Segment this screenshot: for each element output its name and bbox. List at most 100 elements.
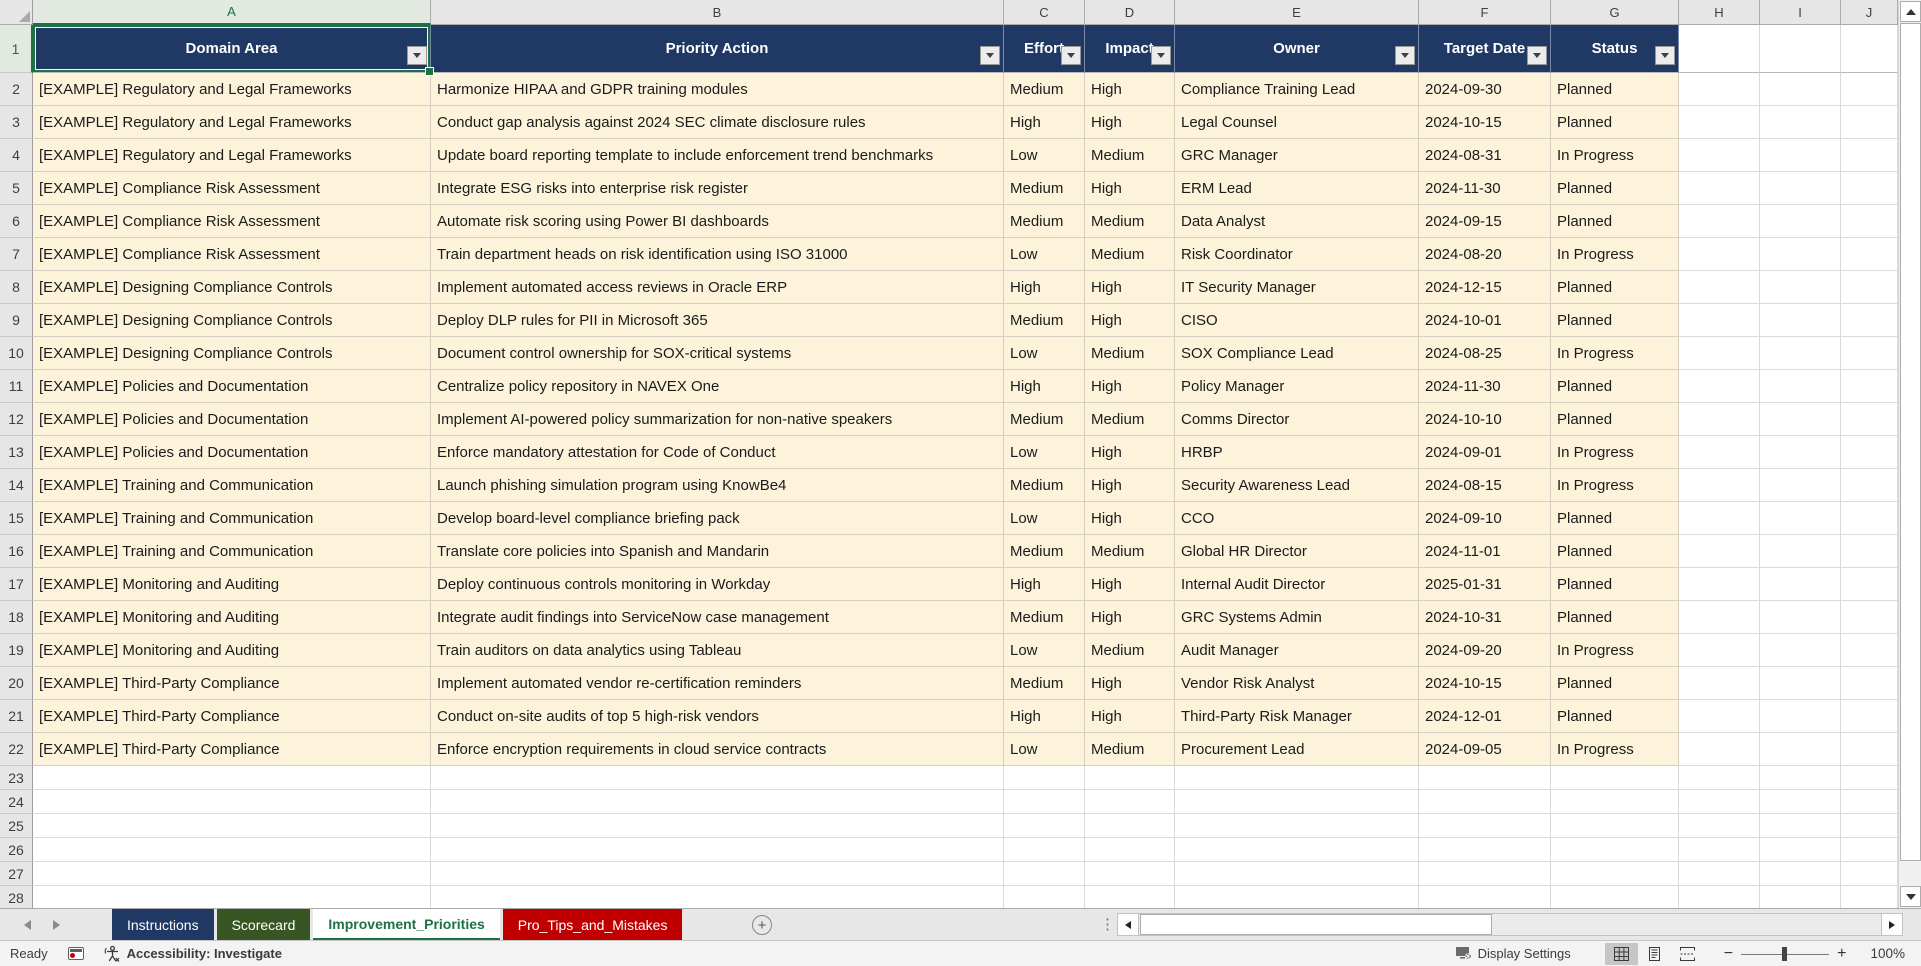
- cell-E11[interactable]: Policy Manager: [1175, 370, 1419, 403]
- cell-A21[interactable]: [EXAMPLE] Third-Party Compliance: [33, 700, 431, 733]
- cell-J21[interactable]: [1841, 700, 1898, 733]
- cell-G12[interactable]: Planned: [1551, 403, 1679, 436]
- row-header-9[interactable]: 9: [0, 304, 33, 337]
- cell-C18[interactable]: Medium: [1004, 601, 1085, 634]
- cell-F1[interactable]: Target Date: [1419, 25, 1551, 73]
- cell-B28[interactable]: [431, 886, 1004, 908]
- cell-C19[interactable]: Low: [1004, 634, 1085, 667]
- cell-J20[interactable]: [1841, 667, 1898, 700]
- cell-D28[interactable]: [1085, 886, 1175, 908]
- cell-F7[interactable]: 2024-08-20: [1419, 238, 1551, 271]
- filter-dropdown-status[interactable]: [1655, 46, 1675, 65]
- cell-I17[interactable]: [1760, 568, 1841, 601]
- cell-D14[interactable]: High: [1085, 469, 1175, 502]
- cell-F13[interactable]: 2024-09-01: [1419, 436, 1551, 469]
- cell-A16[interactable]: [EXAMPLE] Training and Communication: [33, 535, 431, 568]
- column-header-D[interactable]: D: [1085, 0, 1175, 25]
- column-header-B[interactable]: B: [431, 0, 1004, 25]
- cell-G11[interactable]: Planned: [1551, 370, 1679, 403]
- cell-G26[interactable]: [1551, 838, 1679, 862]
- cell-C26[interactable]: [1004, 838, 1085, 862]
- cell-D27[interactable]: [1085, 862, 1175, 886]
- cell-G21[interactable]: Planned: [1551, 700, 1679, 733]
- cell-B21[interactable]: Conduct on-site audits of top 5 high-ris…: [431, 700, 1004, 733]
- cell-G25[interactable]: [1551, 814, 1679, 838]
- row-header-23[interactable]: 23: [0, 766, 33, 790]
- cell-G3[interactable]: Planned: [1551, 106, 1679, 139]
- cell-J9[interactable]: [1841, 304, 1898, 337]
- cell-A27[interactable]: [33, 862, 431, 886]
- row-header-13[interactable]: 13: [0, 436, 33, 469]
- cell-J15[interactable]: [1841, 502, 1898, 535]
- select-all-corner[interactable]: [0, 0, 33, 25]
- cell-F5[interactable]: 2024-11-30: [1419, 172, 1551, 205]
- cell-B13[interactable]: Enforce mandatory attestation for Code o…: [431, 436, 1004, 469]
- cell-E18[interactable]: GRC Systems Admin: [1175, 601, 1419, 634]
- row-header-6[interactable]: 6: [0, 205, 33, 238]
- cell-B14[interactable]: Launch phishing simulation program using…: [431, 469, 1004, 502]
- cell-A1[interactable]: Domain Area: [33, 25, 434, 76]
- cell-F8[interactable]: 2024-12-15: [1419, 271, 1551, 304]
- cell-G27[interactable]: [1551, 862, 1679, 886]
- cell-F9[interactable]: 2024-10-01: [1419, 304, 1551, 337]
- cell-E20[interactable]: Vendor Risk Analyst: [1175, 667, 1419, 700]
- cell-C4[interactable]: Low: [1004, 139, 1085, 172]
- cell-G20[interactable]: Planned: [1551, 667, 1679, 700]
- cell-I13[interactable]: [1760, 436, 1841, 469]
- row-header-10[interactable]: 10: [0, 337, 33, 370]
- cell-D22[interactable]: Medium: [1085, 733, 1175, 766]
- cell-F17[interactable]: 2025-01-31: [1419, 568, 1551, 601]
- row-header-19[interactable]: 19: [0, 634, 33, 667]
- filter-dropdown-owner[interactable]: [1395, 46, 1415, 65]
- cell-H13[interactable]: [1679, 436, 1760, 469]
- cell-D10[interactable]: Medium: [1085, 337, 1175, 370]
- cell-I7[interactable]: [1760, 238, 1841, 271]
- cell-J2[interactable]: [1841, 73, 1898, 106]
- cell-F20[interactable]: 2024-10-15: [1419, 667, 1551, 700]
- cell-E10[interactable]: SOX Compliance Lead: [1175, 337, 1419, 370]
- cell-F21[interactable]: 2024-12-01: [1419, 700, 1551, 733]
- cell-G14[interactable]: In Progress: [1551, 469, 1679, 502]
- cell-A26[interactable]: [33, 838, 431, 862]
- cell-E15[interactable]: CCO: [1175, 502, 1419, 535]
- tab-strip-resize-handle[interactable]: ⋮: [1100, 916, 1115, 933]
- cell-H22[interactable]: [1679, 733, 1760, 766]
- zoom-slider-thumb[interactable]: [1782, 946, 1788, 961]
- cell-I18[interactable]: [1760, 601, 1841, 634]
- cell-J10[interactable]: [1841, 337, 1898, 370]
- cell-H20[interactable]: [1679, 667, 1760, 700]
- cell-J13[interactable]: [1841, 436, 1898, 469]
- page-break-preview-button[interactable]: [1671, 943, 1704, 965]
- cell-A5[interactable]: [EXAMPLE] Compliance Risk Assessment: [33, 172, 431, 205]
- cell-E19[interactable]: Audit Manager: [1175, 634, 1419, 667]
- row-header-22[interactable]: 22: [0, 733, 33, 766]
- next-sheet-icon[interactable]: [53, 920, 60, 930]
- filter-dropdown-effort[interactable]: [1061, 46, 1081, 65]
- cell-H10[interactable]: [1679, 337, 1760, 370]
- cell-H3[interactable]: [1679, 106, 1760, 139]
- cell-J28[interactable]: [1841, 886, 1898, 908]
- row-header-11[interactable]: 11: [0, 370, 33, 403]
- cell-C1[interactable]: Effort: [1004, 25, 1085, 73]
- cell-C10[interactable]: Low: [1004, 337, 1085, 370]
- prev-sheet-icon[interactable]: [24, 920, 31, 930]
- cell-D7[interactable]: Medium: [1085, 238, 1175, 271]
- cell-D13[interactable]: High: [1085, 436, 1175, 469]
- cell-E8[interactable]: IT Security Manager: [1175, 271, 1419, 304]
- zoom-in-button[interactable]: +: [1837, 944, 1847, 962]
- tab-pro-tips-and-mistakes[interactable]: Pro_Tips_and_Mistakes: [502, 909, 683, 941]
- tab-scorecard[interactable]: Scorecard: [216, 909, 311, 941]
- cell-F27[interactable]: [1419, 862, 1551, 886]
- cell-D15[interactable]: High: [1085, 502, 1175, 535]
- cell-C14[interactable]: Medium: [1004, 469, 1085, 502]
- cell-H19[interactable]: [1679, 634, 1760, 667]
- cell-I21[interactable]: [1760, 700, 1841, 733]
- cell-E24[interactable]: [1175, 790, 1419, 814]
- cell-G28[interactable]: [1551, 886, 1679, 908]
- cell-C17[interactable]: High: [1004, 568, 1085, 601]
- cell-J18[interactable]: [1841, 601, 1898, 634]
- cell-D1[interactable]: Impact: [1085, 25, 1175, 73]
- cell-F28[interactable]: [1419, 886, 1551, 908]
- cell-J14[interactable]: [1841, 469, 1898, 502]
- cell-B25[interactable]: [431, 814, 1004, 838]
